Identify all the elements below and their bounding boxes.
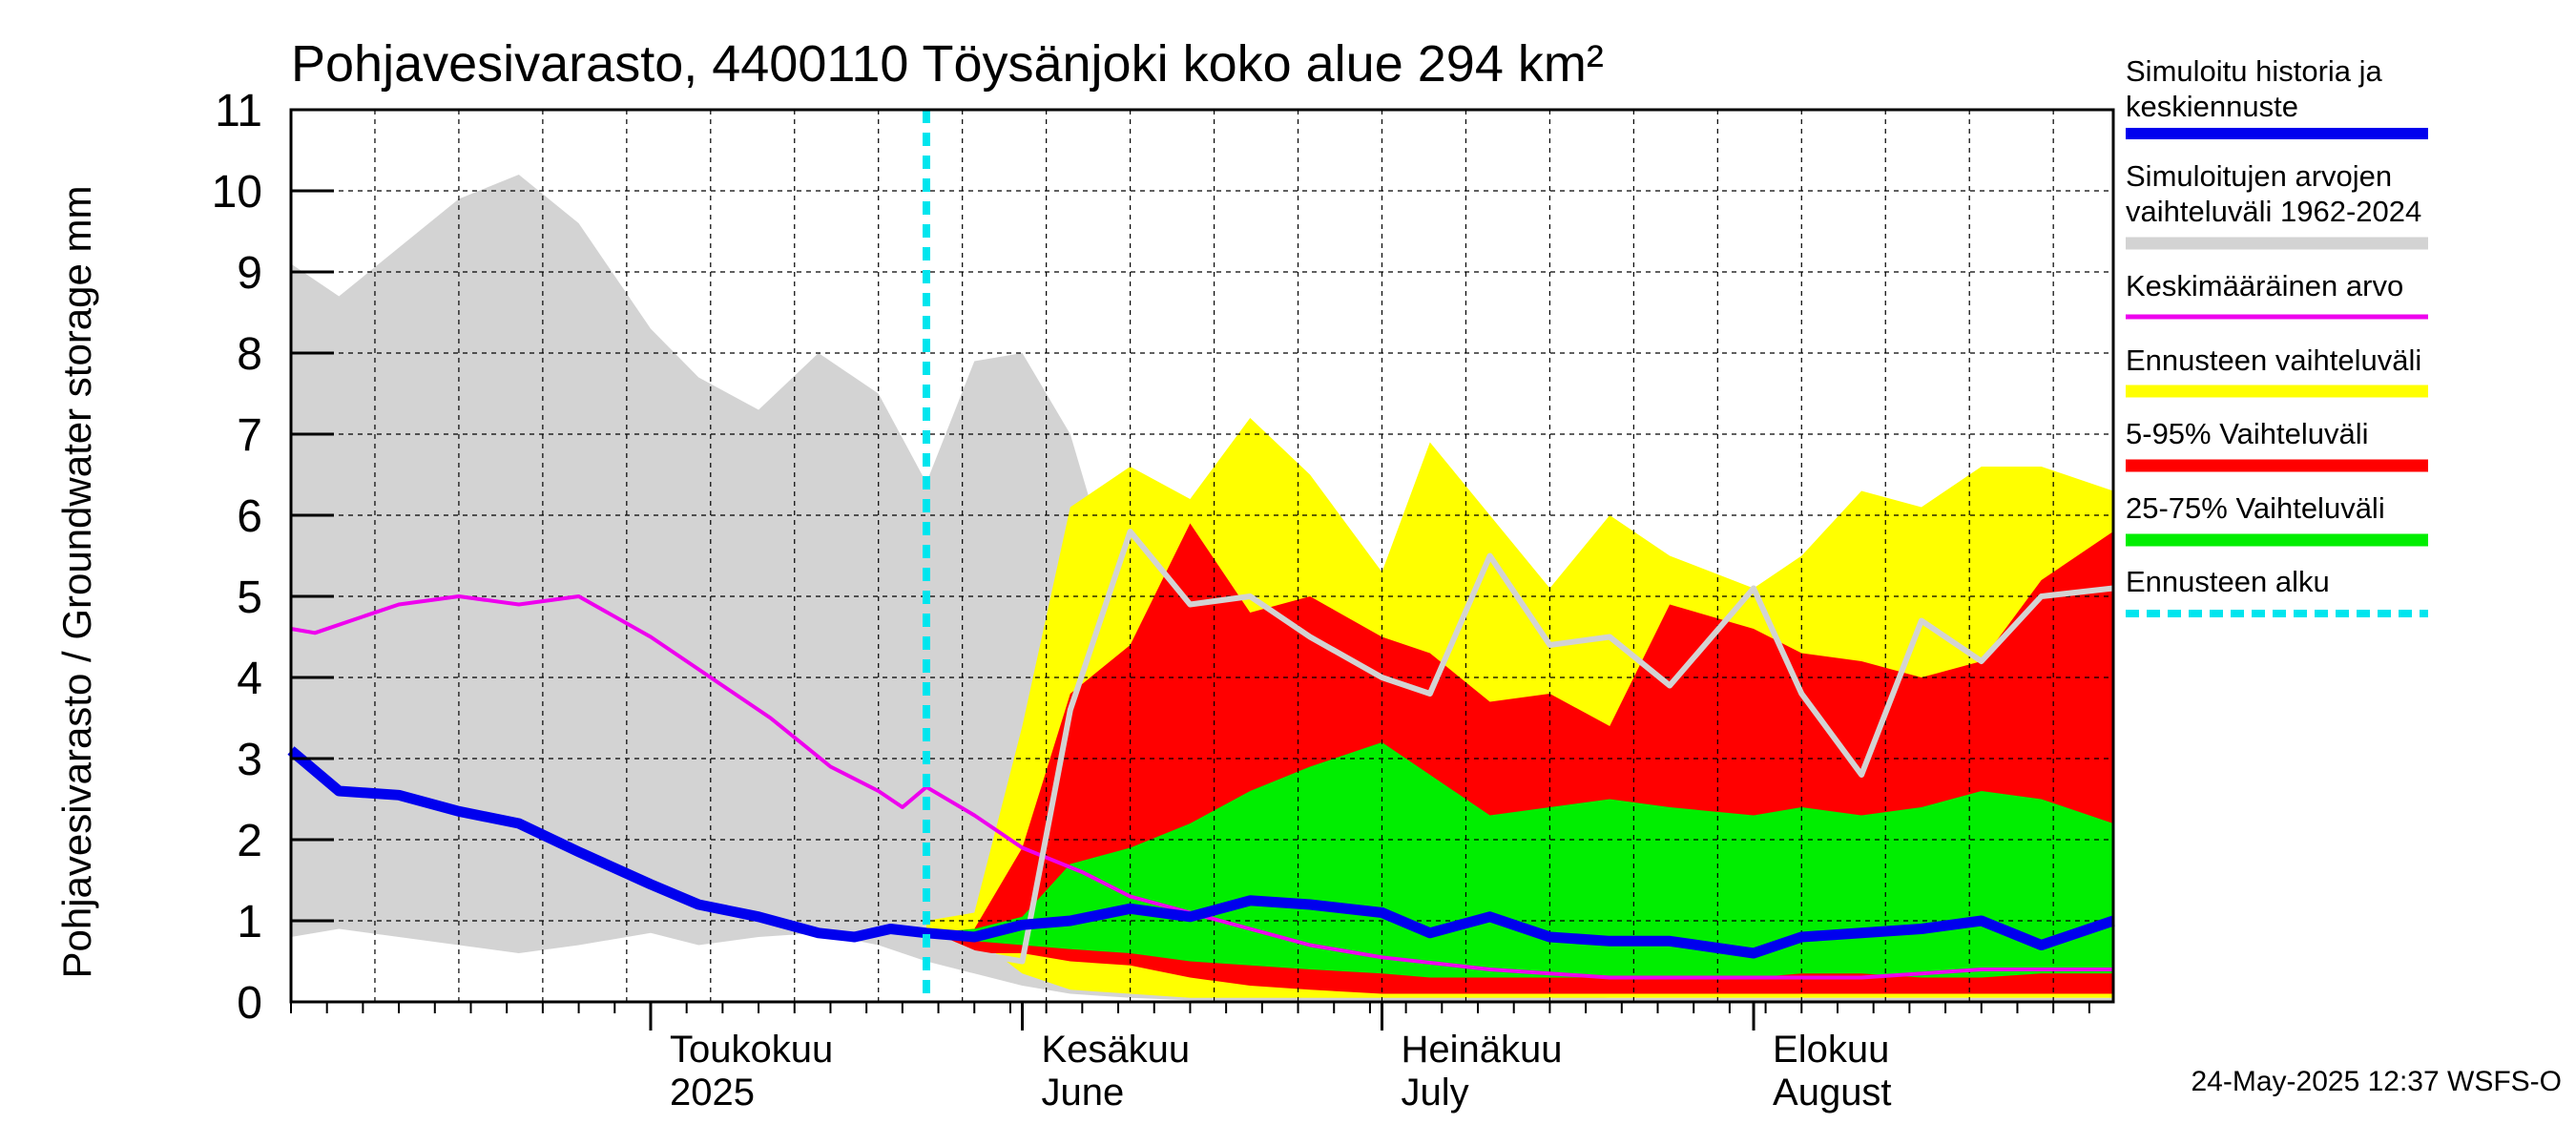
footer-timestamp: 24-May-2025 12:37 WSFS-O <box>2192 1066 2563 1097</box>
y-tick-label-11: 11 <box>215 86 262 136</box>
y-tick-label-2: 2 <box>237 816 262 866</box>
series-line-2 <box>287 746 2115 959</box>
chart-title: Pohjavesivarasto, 4400110 Töysänjoki kok… <box>291 35 1604 93</box>
y-tick-label-3: 3 <box>237 735 262 785</box>
y-tick-label-5: 5 <box>237 572 262 623</box>
legend-label-0: keskiennuste <box>2126 90 2298 123</box>
month-label-fi-1: Kesäkuu <box>1042 1029 1191 1071</box>
legend-label-6: Ennusteen alku <box>2126 565 2330 598</box>
month-label-en-1: June <box>1042 1072 1125 1114</box>
y-axis-label: Pohjavesivarasto / Groundwater storage m… <box>54 185 99 978</box>
legend-label-4: 5-95% Vaihteluväli <box>2126 417 2368 450</box>
y-tick-label-8: 8 <box>237 329 262 380</box>
legend-label-5: 25-75% Vaihteluväli <box>2126 491 2385 525</box>
legend-label-1: vaihteluväli 1962-2024 <box>2126 195 2421 228</box>
series-line-1 <box>924 529 2114 965</box>
legend-label-2: Keskimääräinen arvo <box>2126 269 2403 302</box>
y-tick-label-1: 1 <box>237 897 262 947</box>
series-line-0 <box>290 594 2113 980</box>
legend-label-0: Simuloitu historia ja <box>2126 54 2383 88</box>
month-label-en-2: July <box>1401 1072 1468 1114</box>
legend-label-3: Ennusteen vaihteluväli <box>2126 344 2421 377</box>
month-label-fi-3: Elokuu <box>1773 1029 1889 1071</box>
y-tick-label-9: 9 <box>237 248 262 299</box>
y-tick-label-6: 6 <box>237 491 262 542</box>
plot-frame <box>289 108 2115 1004</box>
band-3 <box>926 742 2113 978</box>
month-label-fi-2: Heinäkuu <box>1401 1029 1562 1071</box>
band-0 <box>291 175 2113 1002</box>
month-label-en-3: August <box>1773 1072 1892 1114</box>
y-tick-label-0: 0 <box>237 978 262 1029</box>
legend-label-1: Simuloitujen arvojen <box>2126 159 2392 193</box>
y-tick-label-7: 7 <box>237 410 262 461</box>
y-tick-label-4: 4 <box>237 654 262 704</box>
y-tick-label-10: 10 <box>212 167 262 218</box>
month-label-fi-0: Toukokuu <box>670 1029 833 1071</box>
month-label-en-0: 2025 <box>670 1072 755 1114</box>
